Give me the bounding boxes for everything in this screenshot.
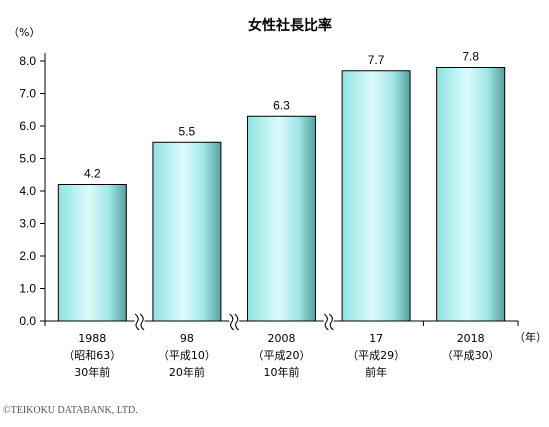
y-tick-label: 8.0 <box>19 54 36 68</box>
category-labels: 1988 （昭和63） 30年前 98 （平成10） 20年前 2008 （平成20） 10年前… <box>63 332 499 379</box>
data-label: 4.2 <box>84 167 101 181</box>
y-tick-label: 3.0 <box>19 217 36 231</box>
bar-0 <box>57 184 127 322</box>
y-tick-label: 4.0 <box>19 184 36 198</box>
copyright: ©TEIKOKU DATABANK, LTD. <box>3 405 138 416</box>
y-tick-label: 5.0 <box>19 152 36 166</box>
category-label: （平成30） <box>442 349 500 362</box>
category-label: 10年前 <box>264 365 300 379</box>
bar-4 <box>436 67 506 322</box>
axis-break-mark <box>229 313 240 331</box>
y-tick-label: 7.0 <box>19 87 36 101</box>
bars <box>57 67 506 322</box>
bar-1 <box>152 141 222 322</box>
axis-break-mark <box>323 313 334 331</box>
axis-breaks <box>134 313 334 331</box>
data-labels: 4.2 5.5 6.3 7.7 7.8 <box>84 50 479 181</box>
category-label: 前年 <box>365 365 387 379</box>
category-label: 1988 <box>78 332 106 345</box>
x-axis-unit: （年） <box>514 330 547 344</box>
chart-title: 女性社長比率 <box>248 17 332 34</box>
category-label: （平成10） <box>158 349 216 362</box>
category-label: 2008 <box>268 332 296 345</box>
y-axis-unit: （%） <box>8 26 40 39</box>
data-label: 6.3 <box>273 98 290 112</box>
data-label: 7.7 <box>368 53 385 67</box>
x-axis <box>44 320 519 326</box>
category-label: （平成20） <box>253 349 311 362</box>
data-label: 7.8 <box>462 50 479 64</box>
category-label: （平成29） <box>347 349 405 362</box>
category-label: 17 <box>369 332 383 345</box>
y-tick-label: 2.0 <box>19 249 36 263</box>
category-label: 98 <box>180 332 194 345</box>
y-tick-label: 6.0 <box>19 119 36 133</box>
category-label: （昭和63） <box>63 349 121 362</box>
y-tick-label: 1.0 <box>19 282 36 296</box>
category-label: 20年前 <box>169 365 205 379</box>
category-label: 30年前 <box>74 365 110 379</box>
bar-3 <box>341 70 411 322</box>
y-axis: 0.0 1.0 2.0 3.0 4.0 5.0 6.0 7.0 8.0 <box>19 53 46 328</box>
y-tick-label: 0.0 <box>19 314 36 328</box>
bar-2 <box>247 115 316 322</box>
data-label: 5.5 <box>179 124 196 138</box>
axis-break-mark <box>134 313 145 331</box>
category-label: 2018 <box>457 332 485 345</box>
